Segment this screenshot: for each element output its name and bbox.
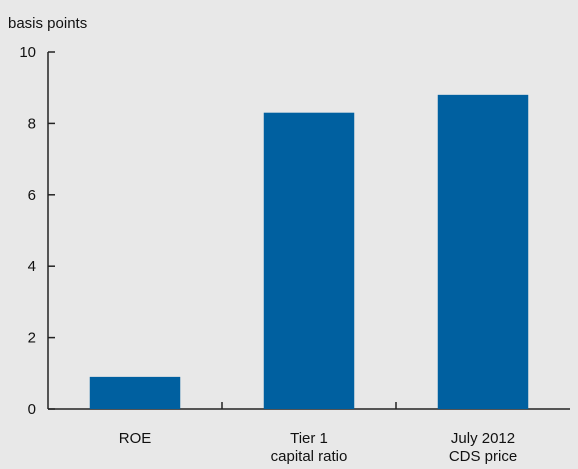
x-category-label: Tier 1 xyxy=(290,430,328,447)
unit-label: basis points xyxy=(8,15,87,32)
y-tick-label: 10 xyxy=(19,44,36,61)
bars xyxy=(89,94,529,409)
y-tick-label: 0 xyxy=(28,401,36,418)
bar xyxy=(89,376,181,409)
y-tick-label: 2 xyxy=(28,330,36,347)
bar xyxy=(263,112,355,409)
x-category-label: capital ratio xyxy=(271,448,348,465)
x-category-label: July 2012 xyxy=(451,430,515,447)
x-category-label: CDS price xyxy=(449,448,517,465)
y-tick-label: 6 xyxy=(28,187,36,204)
y-axis: 0 2 4 6 8 10 xyxy=(19,44,55,418)
y-tick-label: 8 xyxy=(28,115,36,132)
y-tick-label: 4 xyxy=(28,258,36,275)
bar xyxy=(437,94,529,409)
x-category-label: ROE xyxy=(119,430,152,447)
